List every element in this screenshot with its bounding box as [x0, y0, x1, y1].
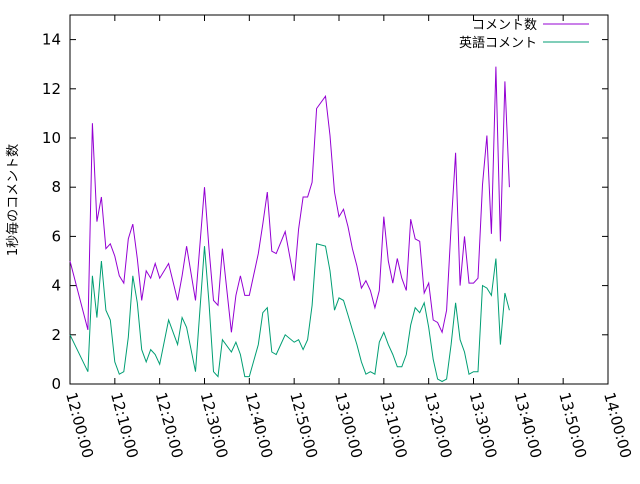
x-tick-label-0: 12:00:00 [62, 390, 97, 460]
x-tick-label-3: 12:30:00 [197, 390, 232, 460]
y-tick-label-7: 14 [42, 31, 61, 49]
legend-label-0: コメント数 [472, 18, 537, 33]
x-tick-label-8: 13:20:00 [421, 390, 456, 460]
y-tick-label-0: 0 [51, 375, 61, 393]
y-tick-label-5: 10 [42, 129, 61, 147]
x-tick-label-7: 13:10:00 [376, 390, 411, 460]
x-tick-label-1: 12:10:00 [107, 390, 142, 460]
y-tick-label-1: 2 [51, 326, 61, 344]
plot-frame [69, 14, 609, 385]
x-tick-label-4: 12:40:00 [241, 390, 276, 460]
x-tick-label-10: 13:40:00 [510, 390, 545, 460]
y-tick-label-2: 4 [51, 277, 61, 295]
y-tick-label-4: 8 [51, 178, 61, 196]
series-line-1 [69, 243, 510, 383]
y-tick-label-3: 6 [51, 227, 61, 245]
y-tick-label-6: 12 [42, 80, 61, 98]
x-tick-label-9: 13:30:00 [466, 390, 501, 460]
x-tick-label-11: 13:50:00 [555, 390, 590, 460]
y-axis-label: 1秒毎のコメント数 [5, 144, 21, 256]
legend-label-1: 英語コメント [459, 35, 537, 51]
x-tick-label-2: 12:20:00 [152, 390, 187, 460]
series-line-0 [69, 66, 510, 334]
x-tick-label-12: 14:00:00 [600, 390, 635, 460]
x-tick-label-5: 12:50:00 [286, 390, 321, 460]
x-tick-label-6: 13:00:00 [331, 390, 366, 460]
